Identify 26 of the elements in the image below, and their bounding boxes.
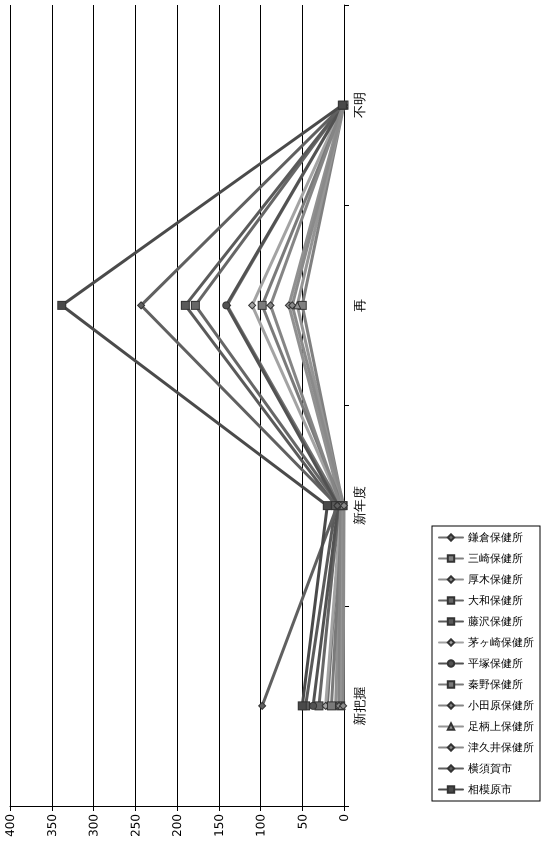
x-tick-label: 300 [86,814,100,837]
legend-label: 小田原保健所 [468,699,534,712]
x-tick-label: 400 [3,814,17,837]
legend-label: 足柄上保健所 [468,720,534,733]
y-tick-label: 不明 [353,92,368,118]
legend-label: 秦野保健所 [468,678,523,691]
x-tick-label: 150 [212,814,226,837]
legend-label: 鎌倉保健所 [468,531,523,544]
x-tick-label: 0 [337,814,351,822]
y-tick-label: 新年度 [352,486,368,526]
legend-label: 大和保健所 [468,594,523,607]
legend-label: 横須賀市 [468,762,512,775]
y-tick-label: 再 [353,298,368,312]
legend-label: 平塚保健所 [468,657,523,670]
y-tick-label: 新把握 [353,686,368,726]
legend-label: 相模原市 [468,783,512,796]
x-tick-label: 350 [44,814,59,837]
x-tick-label: 50 [295,814,310,830]
legend-label: 藤沢保健所 [468,615,523,628]
legend-label: 茅ヶ崎保健所 [468,636,534,649]
x-tick-label: 200 [170,814,184,837]
x-tick-label: 250 [128,814,142,837]
x-tick-label: 100 [254,814,268,837]
legend-label: 津久井保健所 [468,741,534,754]
legend-label: 三崎保健所 [468,552,523,565]
legend-label: 厚木保健所 [468,573,523,586]
